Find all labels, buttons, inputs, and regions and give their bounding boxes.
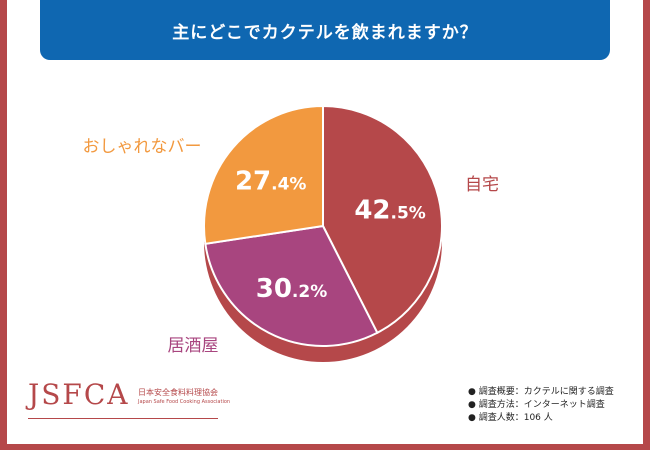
logo-english-name: Japan Safe Food Cooking Association — [138, 399, 231, 405]
pie-slice-1 — [204, 224, 379, 347]
pie-category-label-0: 自宅 — [465, 175, 499, 195]
pie-value-label-0: 42.5% — [354, 196, 426, 226]
pie-slice-0 — [322, 104, 443, 335]
survey-note-summary: ● 調査概要：カクテルに関する調査 — [468, 387, 614, 397]
survey-note-count: ● 調査人数：106 人 — [468, 413, 553, 423]
logo-mark: JSFCA — [28, 378, 130, 411]
pie-value-labels: 42.5% 30.2% 27.4% — [235, 167, 426, 304]
pie-value-label-1: 30.2% — [256, 274, 328, 304]
chart-title: 主にどこでカクテルを飲まれますか？ — [172, 22, 478, 43]
survey-notes: ● 調査概要：カクテルに関する調査 ● 調査方法：インターネット調査 ● 調査人… — [468, 386, 614, 425]
pie-value-label-2: 27.4% — [235, 167, 307, 197]
logo-underline — [28, 418, 218, 419]
pie-category-label-1: 居酒屋 — [168, 336, 219, 356]
pie-slices — [203, 104, 443, 347]
jsfca-logo: JSFCA 日本安全食料料理協会 Japan Safe Food Cooking… — [28, 378, 231, 423]
pie-slice-2 — [203, 104, 324, 245]
title-banner: 主にどこでカクテルを飲まれますか？ — [40, 0, 610, 60]
logo-japanese-name: 日本安全食料料理協会 — [138, 388, 218, 397]
pie-category-label-2: おしゃれなバー — [83, 137, 202, 157]
survey-note-method: ● 調査方法：インターネット調査 — [468, 400, 605, 410]
